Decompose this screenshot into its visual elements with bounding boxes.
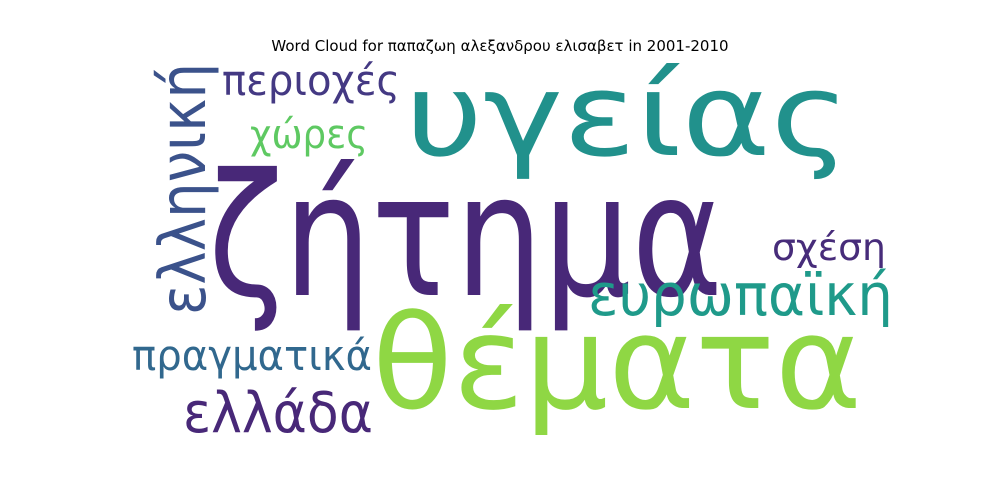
word-6: πραγματικά [132,331,372,380]
word-9: χώρες [250,112,368,158]
word-5: ευρωπαϊκή [588,261,893,329]
word-4: ελληνική [147,63,221,315]
chart-title: Word Cloud for παπαζωη αλεξανδρου ελισαβ… [271,37,729,55]
word-1: ζήτημα [208,138,723,336]
word-7: ελλάδα [183,381,373,446]
word-3: υγείας [405,49,850,183]
word-2: θέματα [372,287,862,439]
word-8: περιοχές [222,56,400,105]
word-10: σχέση [772,226,886,269]
